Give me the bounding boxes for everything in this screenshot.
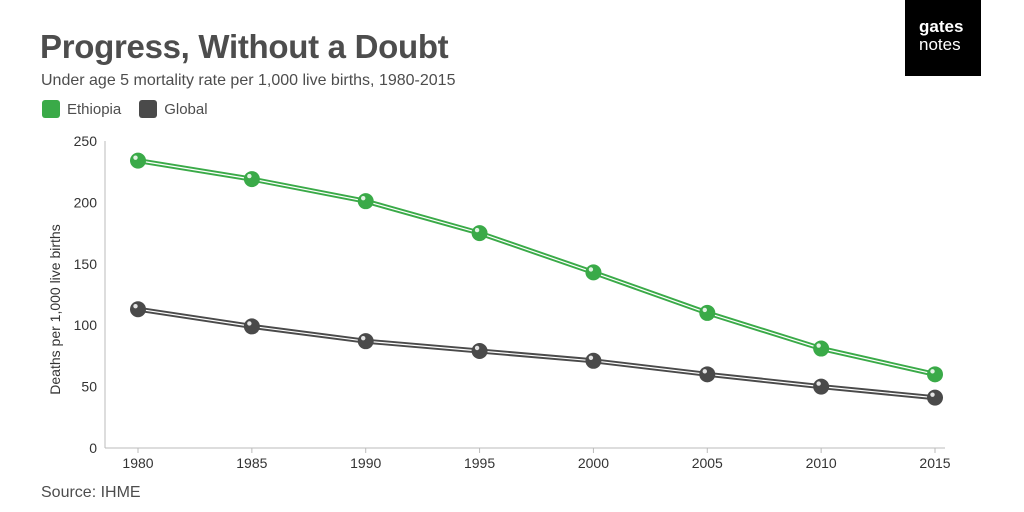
legend-label-global: Global bbox=[164, 100, 208, 118]
data-point-shine-global-2015 bbox=[930, 392, 935, 397]
data-point-shine-global-2000 bbox=[588, 355, 594, 361]
data-point-ethiopia-1990 bbox=[357, 193, 374, 210]
data-point-shine-ethiopia-1990 bbox=[361, 195, 366, 201]
chart-subtitle: Under age 5 mortality rate per 1,000 liv… bbox=[41, 72, 456, 89]
data-point-global-1990 bbox=[357, 333, 374, 350]
data-point-shine-global-2005 bbox=[702, 369, 707, 374]
legend: Ethiopia Global bbox=[42, 100, 226, 118]
legend-item-ethiopia: Ethiopia bbox=[42, 100, 121, 118]
data-point-shine-global-1990 bbox=[361, 335, 366, 341]
data-point-global-1980 bbox=[130, 301, 146, 318]
y-tick-label-250: 250 bbox=[74, 133, 98, 149]
x-tick-label-1990: 1990 bbox=[350, 455, 381, 471]
logo-text-top: gates bbox=[919, 17, 964, 36]
data-point-ethiopia-2015 bbox=[927, 366, 943, 383]
chart-title: Progress, Without a Doubt bbox=[40, 28, 449, 65]
series-ethiopia bbox=[130, 152, 943, 383]
data-point-shine-ethiopia-2005 bbox=[702, 307, 707, 313]
data-point-global-1985 bbox=[243, 318, 260, 335]
logo-text-bottom: notes bbox=[919, 35, 961, 54]
data-point-shine-global-1980 bbox=[133, 304, 138, 309]
data-point-shine-ethiopia-1995 bbox=[474, 227, 480, 233]
x-tick-label-2010: 2010 bbox=[806, 455, 837, 471]
series-line-highlight-global bbox=[137, 308, 936, 399]
y-axis-label: Deaths per 1,000 live births bbox=[47, 224, 63, 394]
legend-swatch-global bbox=[139, 100, 158, 118]
x-tick-label-1980: 1980 bbox=[122, 455, 153, 471]
gates-notes-logo: gates notes bbox=[905, 0, 981, 76]
x-tick-label-1995: 1995 bbox=[464, 455, 495, 471]
data-point-shine-global-1985 bbox=[247, 321, 252, 326]
data-point-shine-global-1995 bbox=[474, 345, 480, 351]
y-tick-label-50: 50 bbox=[81, 379, 97, 395]
data-point-ethiopia-2000 bbox=[585, 264, 602, 281]
legend-label-ethiopia: Ethiopia bbox=[67, 100, 122, 118]
data-point-shine-ethiopia-2000 bbox=[588, 267, 594, 272]
data-point-ethiopia-2005 bbox=[699, 304, 716, 321]
legend-swatch-ethiopia bbox=[42, 100, 60, 118]
y-tick-label-150: 150 bbox=[74, 256, 98, 272]
source-note: Source: IHME bbox=[41, 484, 141, 501]
data-point-global-1995 bbox=[471, 342, 488, 359]
data-point-global-2010 bbox=[813, 378, 830, 395]
y-tick-label-200: 200 bbox=[74, 194, 98, 210]
data-point-global-2015 bbox=[927, 389, 943, 406]
x-tick-label-1985: 1985 bbox=[236, 455, 267, 471]
x-tick-label-2015: 2015 bbox=[919, 455, 950, 471]
data-point-shine-ethiopia-2015 bbox=[930, 369, 935, 374]
x-tick-label-2000: 2000 bbox=[578, 455, 609, 471]
data-point-ethiopia-2010 bbox=[813, 340, 830, 357]
data-point-ethiopia-1980 bbox=[130, 152, 146, 169]
data-point-shine-global-2010 bbox=[816, 381, 821, 386]
data-point-global-2000 bbox=[585, 352, 602, 369]
series-line-ethiopia bbox=[137, 158, 936, 377]
y-tick-label-0: 0 bbox=[89, 440, 97, 456]
data-point-shine-ethiopia-1985 bbox=[247, 173, 252, 179]
series-global bbox=[130, 301, 943, 406]
data-point-shine-ethiopia-2010 bbox=[816, 343, 821, 348]
data-point-shine-ethiopia-1980 bbox=[133, 155, 138, 160]
data-point-ethiopia-1985 bbox=[243, 171, 260, 188]
legend-item-global: Global bbox=[139, 100, 208, 118]
x-tick-label-2005: 2005 bbox=[692, 455, 723, 471]
data-point-ethiopia-1995 bbox=[471, 225, 488, 242]
y-tick-label-100: 100 bbox=[74, 317, 98, 333]
data-point-global-2005 bbox=[699, 366, 716, 383]
series-line-highlight-ethiopia bbox=[137, 160, 936, 375]
